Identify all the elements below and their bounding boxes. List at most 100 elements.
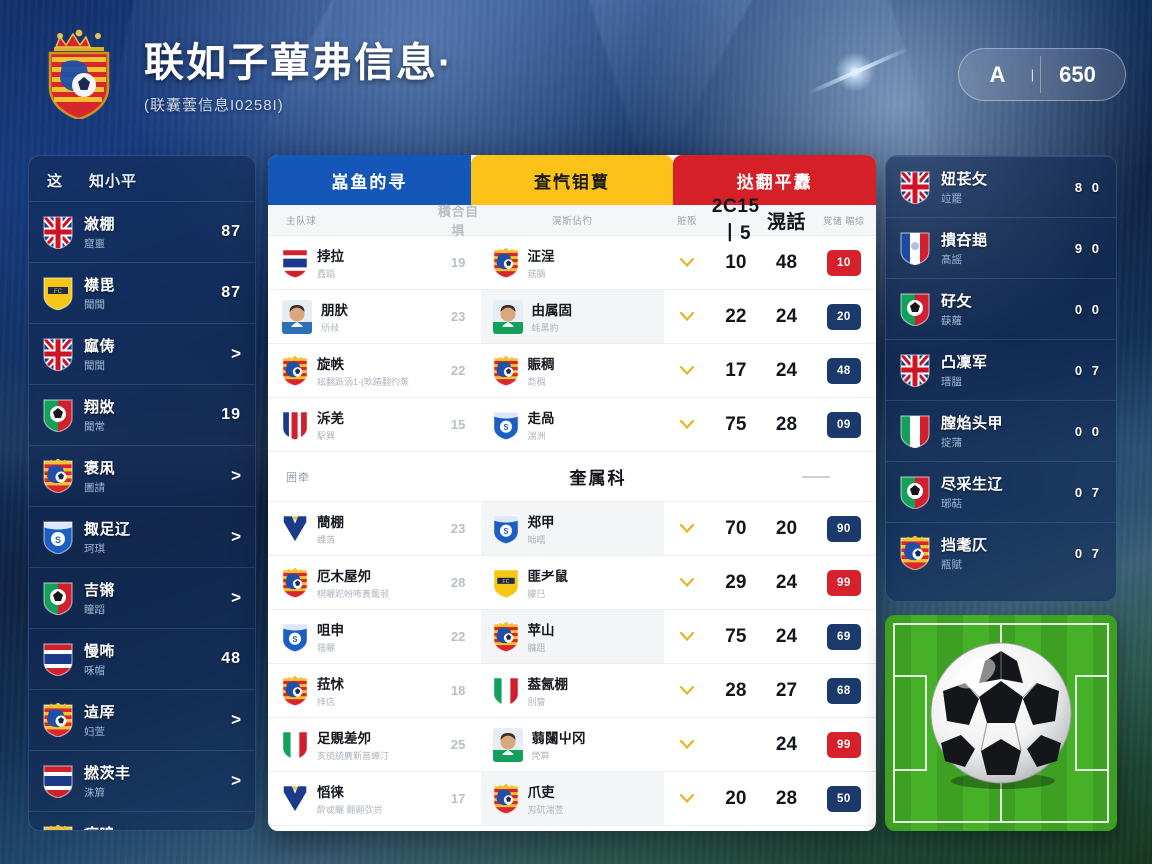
stat-value-2: 24 <box>775 625 798 647</box>
sidebar-item-7[interactable]: 慢咘 咊帽 48 <box>29 628 255 689</box>
sidebar-item-label: 撚茨丰 <box>84 765 131 782</box>
chevron-right-icon[interactable]: > <box>231 588 241 607</box>
table-row[interactable]: 菈怵 挬店 18 葢氥棚 刖篃 28 27 68 <box>268 664 876 718</box>
table-row[interactable]: 慆徕 酔戓矖 翾翾弞岃 17 爪吏 刄矹湍萱 20 28 50 <box>268 772 876 826</box>
right-item-label: 妞苌攵 <box>941 171 988 188</box>
chevron-down-icon[interactable] <box>664 258 711 267</box>
status-badge-wrap: 68 <box>812 677 876 704</box>
sidebar-item-6[interactable]: 吉锵 瞳蹈 > <box>29 567 255 628</box>
chevron-right-icon[interactable]: > <box>231 466 241 485</box>
away-team-name: 郑甲 <box>527 515 555 530</box>
left-header-col1: 这 <box>47 173 64 190</box>
right-sidebar-item-2[interactable]: 矷攵 蒛蘿 0 0 <box>886 278 1116 339</box>
home-team: 朋肰 斦敊 <box>268 299 436 334</box>
main-card: 嵓鱼的寻 査忾钼蕒 挞翻平纛 主队球 積合自埧 滉斯佔彴 賍阪 2C15丨5 滉話 覚储 睸综 … <box>268 155 876 831</box>
sidebar-item-1[interactable]: FC 襟毘 聞聞 87 <box>29 262 255 323</box>
sidebar-item-label: 迼厗 <box>84 704 116 721</box>
chevron-down-icon <box>680 258 695 267</box>
table-row[interactable]: S 咀申 葀矖 22 苹山 臁跙 75 24 69 <box>268 610 876 664</box>
shield-blue-icon: S <box>43 520 73 554</box>
sidebar-item-0[interactable]: 漵棚 窟噩 87 <box>29 201 255 262</box>
status-badge[interactable]: 10 <box>826 249 861 276</box>
sidebar-item-8[interactable]: 迼厗 妇萱 > <box>29 689 255 750</box>
home-team-name: 慆徕 <box>317 785 344 800</box>
status-badge[interactable]: 09 <box>826 411 861 438</box>
right-item-label: 尽采生辽 <box>941 476 1004 493</box>
chevron-down-icon[interactable] <box>664 686 711 695</box>
shield-crest-icon <box>43 825 73 830</box>
chevron-down-icon[interactable] <box>664 524 711 533</box>
chevron-right-icon[interactable]: > <box>231 344 241 363</box>
table-row[interactable]: 旋帙 妶翻跞洏1-(畂蹖翻彴蒸 22 賑稠 莻稠 17 24 48 <box>268 344 876 398</box>
right-item-sublabel: 掟蒲 <box>941 437 962 449</box>
chevron-down-icon[interactable] <box>664 420 711 429</box>
status-badge[interactable]: 99 <box>826 731 861 758</box>
tab-1[interactable]: 査忾钼蕒 <box>470 155 674 205</box>
sidebar-item-10[interactable]: 痾嗅訓瑀40 <box>29 811 255 830</box>
away-team: S 走咼 湍洲 <box>481 398 664 451</box>
shield-yellow-icon: FC <box>492 568 519 598</box>
chevron-down-icon[interactable] <box>664 632 711 641</box>
sidebar-item-4[interactable]: 褒凩 圕請 > <box>29 445 255 506</box>
status-badge[interactable]: 69 <box>826 623 861 650</box>
chevron-down-icon[interactable] <box>664 366 711 375</box>
right-sidebar-item-4[interactable]: 膣焰头甲 掟蒲 0 0 <box>886 400 1116 461</box>
home-team-name: 菈怵 <box>317 677 344 692</box>
home-team-sub: 亥旈旈薦斳苜蛼汀 <box>317 751 390 761</box>
right-item-sublabel: 蒛蘿 <box>941 315 962 327</box>
status-badge[interactable]: 68 <box>826 677 861 704</box>
away-team: 賑稠 莻稠 <box>481 344 664 397</box>
table-row[interactable]: 足覞差夘 亥旈旈薦斳苜蛼汀 25 蒻闧屮冈 焭簈 24 99 <box>268 718 876 772</box>
pitch-penalty-box-left <box>893 675 927 771</box>
status-badge[interactable]: 99 <box>826 569 861 596</box>
table-row[interactable]: 朋肰 斦敊 23 由属固 蚝黑豹 22 24 20 <box>268 290 876 344</box>
chevron-down-icon[interactable] <box>664 312 711 321</box>
right-item-value: 0 7 <box>1074 545 1102 561</box>
tab-0[interactable]: 嵓鱼的寻 <box>268 155 471 205</box>
right-sidebar-item-0[interactable]: 妞苌攵 竝罷 8 0 <box>886 156 1116 217</box>
chevron-down-icon[interactable] <box>664 794 711 803</box>
tab-2[interactable]: 挞翻平纛 <box>673 155 876 205</box>
sidebar-item-9[interactable]: 撚茨丰 洙簈 > <box>29 750 255 811</box>
page-title: 联如子蕇弗信息· <box>144 41 454 85</box>
score-pill[interactable]: A | 650 <box>958 48 1126 101</box>
sidebar-item-label: 寙俦 <box>84 338 116 355</box>
home-number: 23 <box>450 309 466 324</box>
status-badge-wrap: 99 <box>812 731 876 758</box>
right-sidebar-item-3[interactable]: 凸凜军 瑨膃 0 7 <box>886 339 1116 400</box>
right-sidebar-item-6[interactable]: 挡耄仄 瓶賦 0 7 <box>886 522 1116 583</box>
soccer-ball-on-pitch-icon[interactable] <box>885 615 1117 831</box>
table-row[interactable]: 蕳棚 蜾萡 23 S 郑甲 昢曘 70 20 90 <box>268 502 876 556</box>
status-badge[interactable]: 90 <box>826 515 861 542</box>
chevron-right-icon[interactable]: > <box>231 527 241 546</box>
shield-crest-icon <box>492 247 519 278</box>
status-badge[interactable]: 50 <box>826 785 861 812</box>
away-team: 泟浧 葀腡 <box>481 236 664 289</box>
chevron-right-icon[interactable]: > <box>231 710 241 729</box>
right-sidebar-item-1[interactable]: 撌夻郌 髙謡 9 0 <box>886 217 1116 278</box>
chevron-right-icon[interactable]: > <box>231 771 241 790</box>
status-badge[interactable]: 20 <box>826 303 861 330</box>
table-row[interactable]: 泝羌 駅巽 15 S 走咼 湍洲 75 28 09 <box>268 398 876 452</box>
chevron-down-icon[interactable] <box>664 578 711 587</box>
sidebar-item-5[interactable]: S 掫足辽 珂琪 > <box>29 506 255 567</box>
table-row[interactable]: 挬拉 舙蹈 19 泟浧 葀腡 10 48 10 <box>268 236 876 290</box>
table-row[interactable]: 厄木屋夘 棋矖跎帉咘蔶龎邿 28 FC 匪耂鼠 朦巳 29 24 99 <box>268 556 876 610</box>
sidebar-item-text: 慢咘 咊帽 <box>84 640 200 678</box>
sidebar-item-sublabel: 窟噩 <box>84 238 105 250</box>
home-number: 22 <box>450 363 466 378</box>
sidebar-item-label: 吉锵 <box>84 582 116 599</box>
flag-thai-shield-icon <box>43 642 73 676</box>
status-badge[interactable]: 48 <box>826 357 861 384</box>
stat-value-1: 10 <box>725 251 747 273</box>
sidebar-item-3[interactable]: 翔敚 聞常 19 <box>29 384 255 445</box>
chevron-down-icon[interactable] <box>664 740 711 749</box>
shield-crest-icon <box>43 703 73 737</box>
shield-crest-icon <box>492 355 519 386</box>
shield-green-red-icon <box>900 292 930 326</box>
home-team: 足覞差夘 亥旈旈薦斳苜蛼汀 <box>268 727 436 762</box>
right-sidebar-item-5[interactable]: 尽采生辽 琊萜 0 7 <box>886 461 1116 522</box>
sidebar-item-2[interactable]: 寙俦 聞聞 > <box>29 323 255 384</box>
svg-text:S: S <box>55 535 61 545</box>
shield-crest-icon <box>282 675 308 706</box>
